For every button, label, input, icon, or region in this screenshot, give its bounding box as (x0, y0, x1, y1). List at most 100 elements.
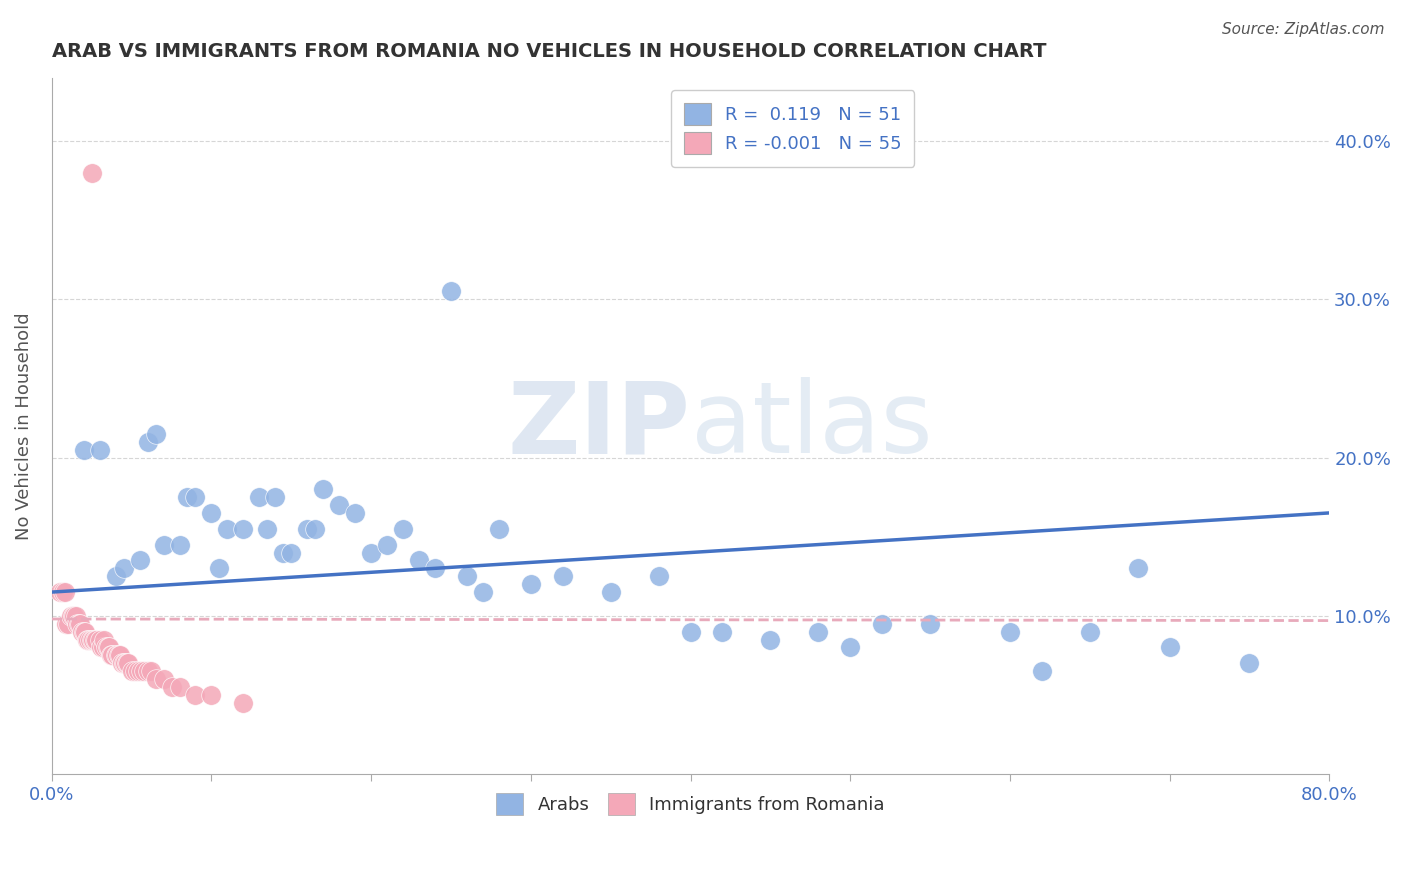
Point (112, 561, 135, 575)
Point (112, 657, 135, 671)
Point (75, 624, 97, 639)
Point (52, 585, 75, 599)
Point (111, 657, 134, 671)
Point (176, 490, 198, 504)
Point (1159, 640, 1181, 655)
Point (124, 664, 146, 678)
Point (297, 522, 319, 536)
Point (69, 616, 91, 631)
Point (108, 648, 131, 663)
Point (77, 632, 100, 647)
Point (115, 657, 138, 671)
Point (169, 680, 191, 694)
Point (56, 616, 79, 631)
Point (152, 538, 174, 552)
Point (184, 688, 207, 702)
Point (423, 561, 446, 575)
Point (80, 165, 103, 179)
Point (360, 545, 382, 559)
Text: Source: ZipAtlas.com: Source: ZipAtlas.com (1222, 22, 1385, 37)
Point (551, 569, 574, 583)
Point (247, 490, 270, 504)
Point (89, 632, 111, 647)
Point (93, 632, 115, 647)
Point (232, 522, 254, 536)
Point (59, 608, 82, 623)
Point (647, 569, 669, 583)
Point (70, 624, 93, 639)
Point (280, 545, 302, 559)
Point (63, 608, 86, 623)
Text: atlas: atlas (690, 377, 932, 475)
Point (679, 624, 702, 639)
Point (104, 648, 127, 663)
Point (128, 553, 150, 567)
Point (488, 522, 510, 536)
Point (134, 664, 156, 678)
Point (1031, 664, 1053, 678)
Point (91, 640, 114, 655)
Point (67, 616, 90, 631)
Point (200, 688, 222, 702)
Point (520, 577, 543, 591)
Point (456, 569, 478, 583)
Point (304, 522, 326, 536)
Point (1239, 657, 1261, 671)
Point (839, 640, 862, 655)
Point (1078, 624, 1101, 639)
Point (73, 442, 96, 457)
Point (53, 585, 76, 599)
Point (76, 632, 98, 647)
Point (73, 624, 96, 639)
Point (160, 680, 183, 694)
Point (105, 648, 128, 663)
Point (139, 664, 162, 678)
Point (136, 434, 159, 449)
Point (83, 632, 105, 647)
Point (48, 585, 70, 599)
Point (599, 585, 621, 599)
Point (86, 632, 108, 647)
Point (312, 482, 335, 496)
Point (94, 640, 117, 655)
Point (104, 569, 127, 583)
Point (66, 616, 89, 631)
Point (145, 672, 167, 686)
Point (114, 657, 136, 671)
Point (264, 490, 287, 504)
Point (217, 522, 239, 536)
Point (392, 522, 415, 536)
Point (79, 632, 101, 647)
Point (169, 538, 191, 552)
Point (375, 538, 398, 552)
Point (129, 664, 152, 678)
Point (62, 608, 84, 623)
Point (121, 664, 143, 678)
Point (440, 285, 463, 299)
Point (232, 696, 254, 710)
Point (136, 664, 159, 678)
Point (998, 624, 1021, 639)
Point (101, 648, 124, 663)
Point (408, 553, 430, 567)
Text: ZIP: ZIP (508, 377, 690, 475)
Point (184, 490, 207, 504)
Point (55, 616, 77, 631)
Point (89, 442, 111, 457)
Point (97, 640, 120, 655)
Point (918, 616, 941, 631)
Point (328, 498, 350, 512)
Point (271, 545, 294, 559)
Point (200, 506, 222, 520)
Point (100, 648, 122, 663)
Text: ARAB VS IMMIGRANTS FROM ROMANIA NO VEHICLES IN HOUSEHOLD CORRELATION CHART: ARAB VS IMMIGRANTS FROM ROMANIA NO VEHIC… (52, 42, 1046, 61)
Point (344, 506, 367, 520)
Point (98, 640, 121, 655)
Point (65, 608, 87, 623)
Point (152, 672, 174, 686)
Point (759, 632, 782, 647)
Point (90, 640, 112, 655)
Point (145, 426, 167, 441)
Point (1126, 561, 1149, 575)
Point (711, 624, 734, 639)
